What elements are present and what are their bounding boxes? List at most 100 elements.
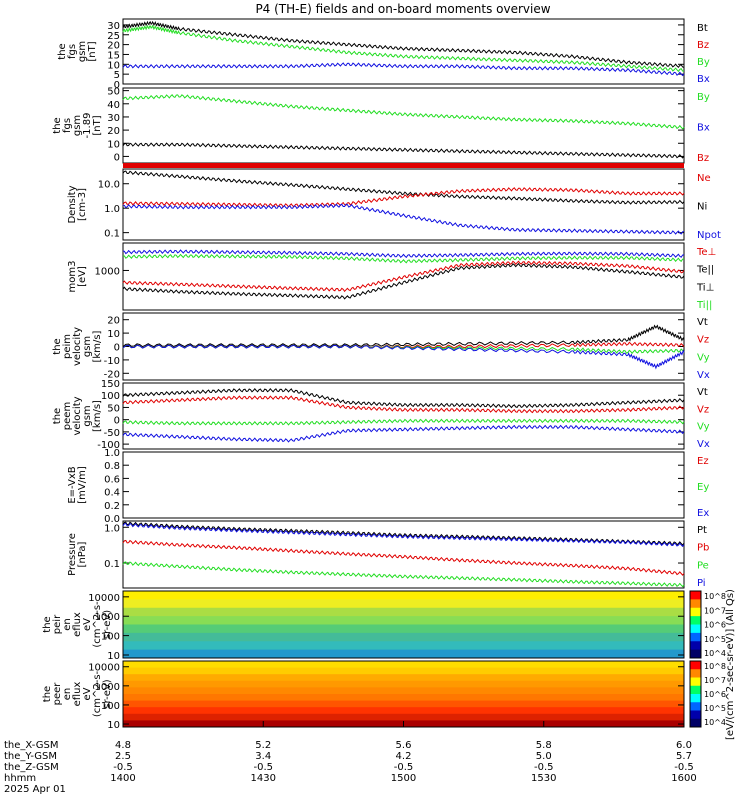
y-axis-label: Density xyxy=(67,185,78,223)
colorbar-tick-label: 10^4 xyxy=(704,718,726,727)
y-axis-label: mom3 xyxy=(67,261,78,293)
x-row-label: the_Z-GSM xyxy=(4,762,59,773)
y-tick-label: 30 xyxy=(107,113,120,124)
y-tick-label: 0 xyxy=(114,416,120,427)
x-row-value: -0.5 xyxy=(674,762,694,773)
panel-frame xyxy=(122,87,685,164)
legend-Ez: Ez xyxy=(697,456,709,467)
y-tick-label: 0 xyxy=(114,343,120,354)
bz-flat-bar xyxy=(123,163,684,168)
series-By xyxy=(122,24,685,73)
y-tick-label: 10 xyxy=(107,60,120,71)
series-Ti⊥ xyxy=(122,262,685,300)
y-axis-label: eV xyxy=(82,687,93,700)
series-Vx xyxy=(122,344,685,370)
spectrogram-band xyxy=(123,641,684,651)
y-axis-label: [mV/m] xyxy=(77,466,88,504)
y-axis-label: [nPa] xyxy=(77,541,88,567)
colorbar-unit-label: [eV/(cm^2-sec-sr-eV)] (All Qs) xyxy=(725,589,736,740)
x-row-value: -0.5 xyxy=(534,762,554,773)
spectrogram-band xyxy=(123,674,684,682)
x-row-value: -0.5 xyxy=(113,762,133,773)
panel-p4: 1000 mom3 [eV] Te⊥ Te|| Ti⊥ Ti|| xyxy=(67,242,716,311)
y-axis-label: E=-VxB xyxy=(67,466,78,503)
colorbar-tick-label: 10^8 xyxy=(704,662,726,671)
legend-Ex: Ex xyxy=(697,508,709,519)
x-row-value: 5.7 xyxy=(676,751,692,762)
series-Pi xyxy=(122,522,685,548)
y-axis-label: gsm xyxy=(72,115,83,136)
panel-frame xyxy=(122,18,685,85)
y-axis-label: (cm^2-s- xyxy=(92,601,103,648)
legend-Bz: Bz xyxy=(697,153,709,164)
x-row-value: 5.8 xyxy=(536,740,552,751)
series-Pt xyxy=(122,521,685,546)
spectrogram-band xyxy=(123,687,684,695)
y-tick-label: 0 xyxy=(114,152,120,163)
x-row-value: 5.6 xyxy=(396,740,412,751)
legend-Bt: Bt xyxy=(697,23,708,34)
spectrogram-band xyxy=(123,591,684,600)
colorbar-segment xyxy=(690,718,701,728)
spectrogram-band xyxy=(123,616,684,625)
colorbar-segment xyxy=(690,661,701,670)
y-tick-label: 100 xyxy=(101,701,120,712)
y-axis-label: Pressure xyxy=(67,533,78,576)
spectrogram-band xyxy=(123,694,684,702)
colorbar-segment xyxy=(690,669,701,678)
y-axis-label: peir xyxy=(52,614,63,634)
y-axis-label: peim xyxy=(62,334,73,359)
colorbar-frame xyxy=(689,660,702,728)
legend-Ni: Ni xyxy=(697,202,707,213)
x-row-value: -0.5 xyxy=(394,762,414,773)
series-Npot xyxy=(122,203,685,235)
y-axis-label: velocity xyxy=(72,327,83,366)
y-axis-label: -1.89 xyxy=(82,113,93,139)
legend-Bx: Bx xyxy=(697,74,710,85)
series-Vz xyxy=(122,395,685,414)
colorbar-segment xyxy=(690,632,701,642)
legend-Pt: Pt xyxy=(697,525,707,536)
y-axis-label: [km/s] xyxy=(92,400,103,432)
legend-By: By xyxy=(697,57,710,68)
y-tick-label: 0 xyxy=(114,80,120,91)
spectrogram-band xyxy=(123,649,684,659)
x-row-value: -0.5 xyxy=(253,762,273,773)
y-tick-label: 0.4 xyxy=(104,488,120,499)
series-Ni xyxy=(122,170,685,205)
colorbar-frame xyxy=(689,590,702,659)
x-row-value: 1400 xyxy=(110,773,135,784)
y-axis-label: the xyxy=(57,43,68,59)
colorbar-tick-label: 10^7 xyxy=(704,676,726,685)
panel-frame xyxy=(122,520,685,589)
x-row-value: 1500 xyxy=(391,773,416,784)
y-tick-label: 1.0 xyxy=(104,523,120,534)
spectrogram-band xyxy=(123,607,684,617)
x-row-value: 4.2 xyxy=(396,751,412,762)
series-Bx xyxy=(122,142,685,159)
legend-Pe: Pe xyxy=(697,560,709,571)
colorbar-tick-label: 10^5 xyxy=(704,635,726,644)
y-tick-label: 25 xyxy=(107,31,120,42)
x-row-value: 6.0 xyxy=(676,740,692,751)
y-axis-label: the xyxy=(42,686,53,702)
y-tick-label: -50 xyxy=(104,428,120,439)
spectrogram-band xyxy=(123,700,684,708)
y-axis-label: velocity xyxy=(72,396,83,435)
y-axis-label: [nT] xyxy=(92,115,103,135)
y-axis-label: [km/s] xyxy=(92,330,103,362)
spectrogram-band xyxy=(123,661,684,669)
y-tick-label: 30 xyxy=(107,21,120,32)
spectrogram-band xyxy=(123,624,684,634)
y-tick-label: 0.1 xyxy=(104,559,120,570)
series-Vy xyxy=(122,418,685,426)
y-tick-label: 0.1 xyxy=(104,229,120,240)
spectrogram-band xyxy=(123,680,684,688)
colorbar-segment xyxy=(690,624,701,634)
colorbar-tick-label: 10^4 xyxy=(704,649,726,658)
y-axis-label: peer xyxy=(52,682,63,706)
legend-Npot: Npot xyxy=(697,230,721,241)
